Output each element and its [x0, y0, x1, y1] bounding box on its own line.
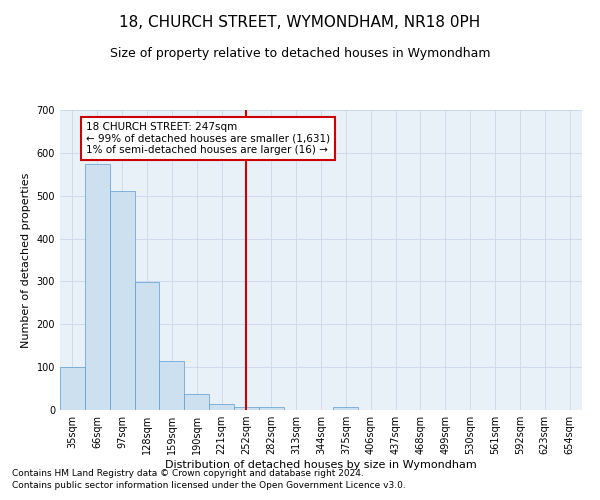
- Bar: [234, 406, 259, 410]
- Text: 18, CHURCH STREET, WYMONDHAM, NR18 0PH: 18, CHURCH STREET, WYMONDHAM, NR18 0PH: [119, 15, 481, 30]
- Bar: [334, 407, 358, 410]
- X-axis label: Distribution of detached houses by size in Wymondham: Distribution of detached houses by size …: [165, 460, 477, 470]
- Bar: [134, 282, 160, 410]
- Text: Size of property relative to detached houses in Wymondham: Size of property relative to detached ho…: [110, 48, 490, 60]
- Bar: [85, 164, 110, 410]
- Y-axis label: Number of detached properties: Number of detached properties: [21, 172, 31, 348]
- Bar: [160, 360, 184, 410]
- Bar: [209, 404, 234, 410]
- Bar: [110, 192, 134, 410]
- Text: Contains HM Land Registry data © Crown copyright and database right 2024.: Contains HM Land Registry data © Crown c…: [12, 468, 364, 477]
- Text: 18 CHURCH STREET: 247sqm
← 99% of detached houses are smaller (1,631)
1% of semi: 18 CHURCH STREET: 247sqm ← 99% of detach…: [86, 122, 330, 155]
- Text: Contains public sector information licensed under the Open Government Licence v3: Contains public sector information licen…: [12, 481, 406, 490]
- Bar: [259, 406, 284, 410]
- Bar: [184, 394, 209, 410]
- Bar: [60, 367, 85, 410]
